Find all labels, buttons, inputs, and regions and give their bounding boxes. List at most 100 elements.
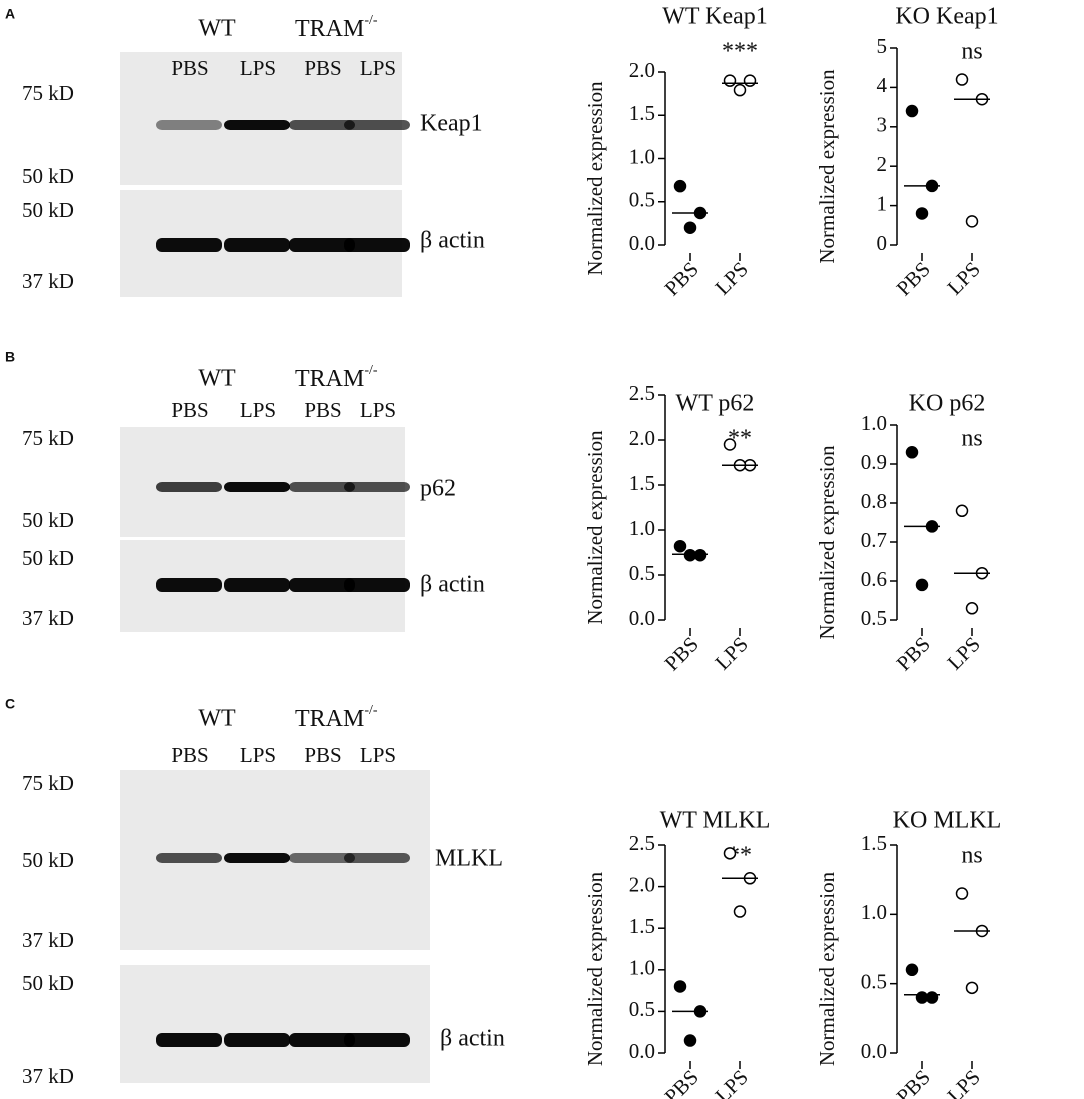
x-tick-label: LPS [710, 1065, 753, 1099]
x-tick-label: PBS [660, 632, 703, 675]
data-point [683, 221, 697, 234]
band [289, 853, 355, 863]
band [224, 482, 290, 492]
y-tick-label: 0.5 [861, 969, 887, 993]
x-tick-label: PBS [892, 1065, 935, 1099]
lane-label: PBS [304, 56, 341, 80]
data-point [723, 74, 737, 87]
y-tick-label: 1.5 [629, 101, 655, 125]
data-point [955, 887, 969, 900]
marker-label: 50 kD [22, 971, 74, 995]
panel-letter: C [5, 696, 15, 712]
y-axis-label: Normalized expression [815, 445, 839, 640]
marker-label: 37 kD [22, 928, 74, 952]
band [289, 238, 355, 252]
data-point [683, 1034, 697, 1047]
y-tick-label: 1 [877, 191, 888, 215]
y-tick-label: 0.6 [861, 567, 887, 591]
band [344, 482, 410, 492]
group-label: TRAM-/- [295, 703, 378, 731]
chart-title: KO Keap1 [895, 4, 998, 30]
x-tick-label: PBS [892, 632, 935, 675]
marker-label: 50 kD [22, 848, 74, 872]
marker-label: 50 kD [22, 198, 74, 222]
marker-label: 37 kD [22, 1064, 74, 1088]
blot [120, 52, 402, 185]
band [156, 238, 222, 252]
y-tick-label: 1.0 [629, 144, 655, 168]
group-label: TRAM-/- [295, 13, 378, 41]
lane-label: PBS [171, 743, 208, 767]
chart-title: KO MLKL [893, 808, 1002, 834]
band [224, 120, 290, 130]
y-axis-label: Normalized expression [583, 430, 607, 625]
lane-label: LPS [360, 743, 396, 767]
data-point [743, 74, 757, 87]
marker-label: 50 kD [22, 164, 74, 188]
y-tick-label: 0.0 [629, 231, 655, 255]
y-axis-label: Normalized expression [583, 81, 607, 276]
annotation: ns [961, 426, 982, 452]
data-point [965, 215, 979, 228]
y-tick-label: 2.5 [629, 381, 655, 405]
band [289, 1033, 355, 1047]
x-tick-label: PBS [660, 1065, 703, 1099]
data-point [905, 446, 919, 459]
y-tick-label: 0 [877, 231, 888, 255]
data-point [673, 980, 687, 993]
data-point [723, 847, 737, 860]
protein-label: β actin [420, 572, 485, 598]
data-point [955, 73, 969, 86]
band [344, 238, 410, 252]
marker-label: 37 kD [22, 606, 74, 630]
y-tick-label: 1.0 [861, 411, 887, 435]
y-axis-label: Normalized expression [583, 871, 607, 1066]
data-point [733, 905, 747, 918]
y-tick-label: 1.0 [861, 900, 887, 924]
data-point [683, 548, 697, 562]
data-point [673, 179, 687, 193]
chart-title: WT MLKL [660, 808, 771, 834]
band [156, 1033, 222, 1047]
band [344, 1033, 410, 1047]
band [156, 853, 222, 863]
y-tick-label: 2.0 [629, 426, 655, 450]
data-point [915, 578, 929, 592]
y-tick-label: 0.8 [861, 489, 887, 513]
y-tick-label: 1.5 [861, 831, 887, 855]
x-tick-label: PBS [660, 257, 703, 300]
band [224, 238, 290, 252]
y-tick-label: 0.5 [629, 561, 655, 585]
y-tick-label: 2.0 [629, 58, 655, 82]
lane-label: PBS [304, 398, 341, 422]
x-tick-label: LPS [710, 632, 753, 675]
y-tick-label: 1.5 [629, 914, 655, 938]
data-point [965, 602, 979, 615]
lane-label: LPS [360, 56, 396, 80]
data-point [915, 207, 929, 220]
panel-letter: A [5, 6, 15, 22]
marker-label: 50 kD [22, 508, 74, 532]
band [289, 482, 355, 492]
protein-label: β actin [420, 228, 485, 254]
data-point [915, 991, 929, 1004]
y-tick-label: 0.9 [861, 450, 887, 474]
band [156, 120, 222, 130]
y-tick-label: 0.5 [629, 997, 655, 1021]
y-tick-label: 0.0 [629, 1039, 655, 1063]
group-sup: -/- [364, 363, 378, 378]
protein-label: p62 [420, 476, 456, 502]
group-label: WT [198, 706, 236, 732]
band [344, 853, 410, 863]
x-tick-label: LPS [942, 632, 985, 675]
lane-label: LPS [360, 398, 396, 422]
lane-label: LPS [240, 743, 276, 767]
lane-label: PBS [171, 56, 208, 80]
band [289, 578, 355, 592]
marker-label: 50 kD [22, 546, 74, 570]
lane-label: PBS [171, 398, 208, 422]
group-sup: -/- [364, 703, 378, 718]
y-tick-label: 1.0 [629, 516, 655, 540]
marker-label: 75 kD [22, 771, 74, 795]
